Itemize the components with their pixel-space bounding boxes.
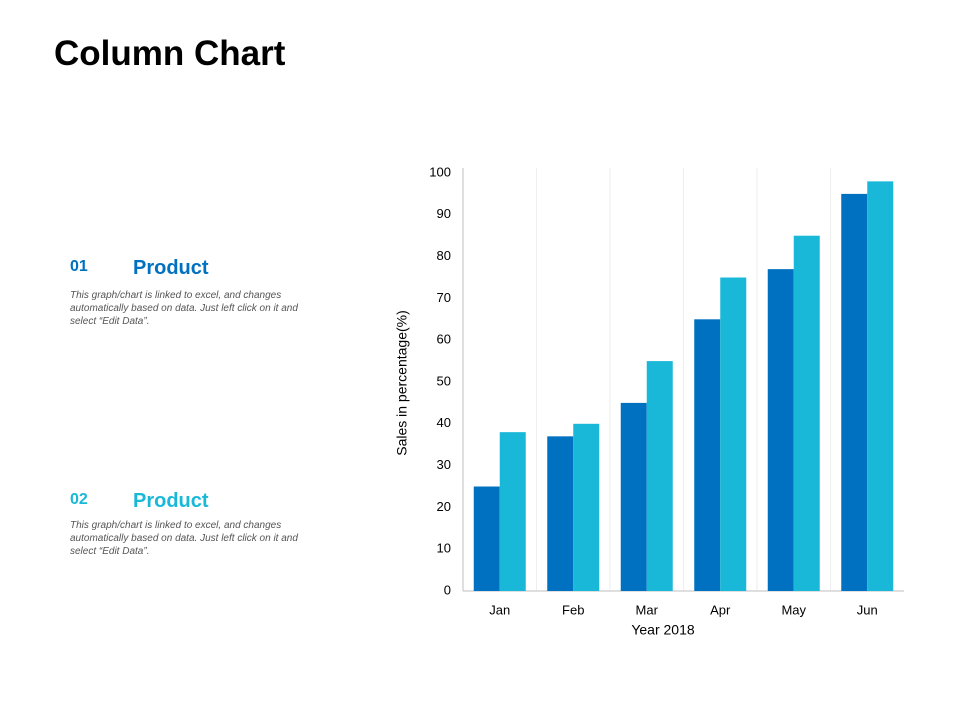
y-tick-label: 80 bbox=[437, 248, 451, 263]
y-tick-label: 0 bbox=[444, 582, 451, 597]
bar bbox=[646, 361, 673, 591]
x-tick-label: May bbox=[781, 602, 806, 617]
bar bbox=[767, 269, 794, 591]
y-tick-label: 10 bbox=[437, 541, 451, 556]
bar bbox=[620, 402, 647, 591]
y-tick-label: 50 bbox=[437, 373, 451, 388]
y-tick-label: 70 bbox=[437, 290, 451, 305]
y-tick-label: 100 bbox=[429, 164, 451, 179]
bar bbox=[473, 486, 500, 591]
item-title: Product bbox=[133, 257, 209, 279]
bar bbox=[720, 277, 747, 591]
y-tick-label: 60 bbox=[437, 332, 451, 347]
bar bbox=[793, 235, 820, 591]
y-tick-label: 30 bbox=[437, 457, 451, 472]
x-tick-label: Jan bbox=[489, 602, 510, 617]
slide-title: Column Chart bbox=[54, 34, 286, 73]
bar bbox=[867, 181, 894, 592]
item-text: This graph/chart is linked to excel, and… bbox=[70, 290, 298, 327]
y-tick-label: 40 bbox=[437, 415, 451, 430]
y-axis-title: Sales in percentage(%) bbox=[394, 310, 410, 456]
bar bbox=[694, 319, 721, 591]
x-tick-label: Apr bbox=[710, 602, 731, 617]
x-axis-title: Year 2018 bbox=[631, 622, 695, 638]
y-tick-label: 20 bbox=[437, 499, 451, 514]
bar bbox=[841, 193, 868, 591]
bar bbox=[499, 432, 526, 591]
x-tick-label: Feb bbox=[562, 602, 584, 617]
x-tick-label: Jun bbox=[857, 602, 878, 617]
item-number: 02 bbox=[70, 491, 88, 508]
item-number: 01 bbox=[70, 258, 88, 275]
y-tick-label: 90 bbox=[437, 206, 451, 221]
bar bbox=[573, 423, 600, 591]
item-text: This graph/chart is linked to excel, and… bbox=[70, 520, 298, 557]
bar bbox=[547, 436, 574, 591]
item-title: Product bbox=[133, 490, 209, 512]
x-tick-label: Mar bbox=[636, 602, 659, 617]
